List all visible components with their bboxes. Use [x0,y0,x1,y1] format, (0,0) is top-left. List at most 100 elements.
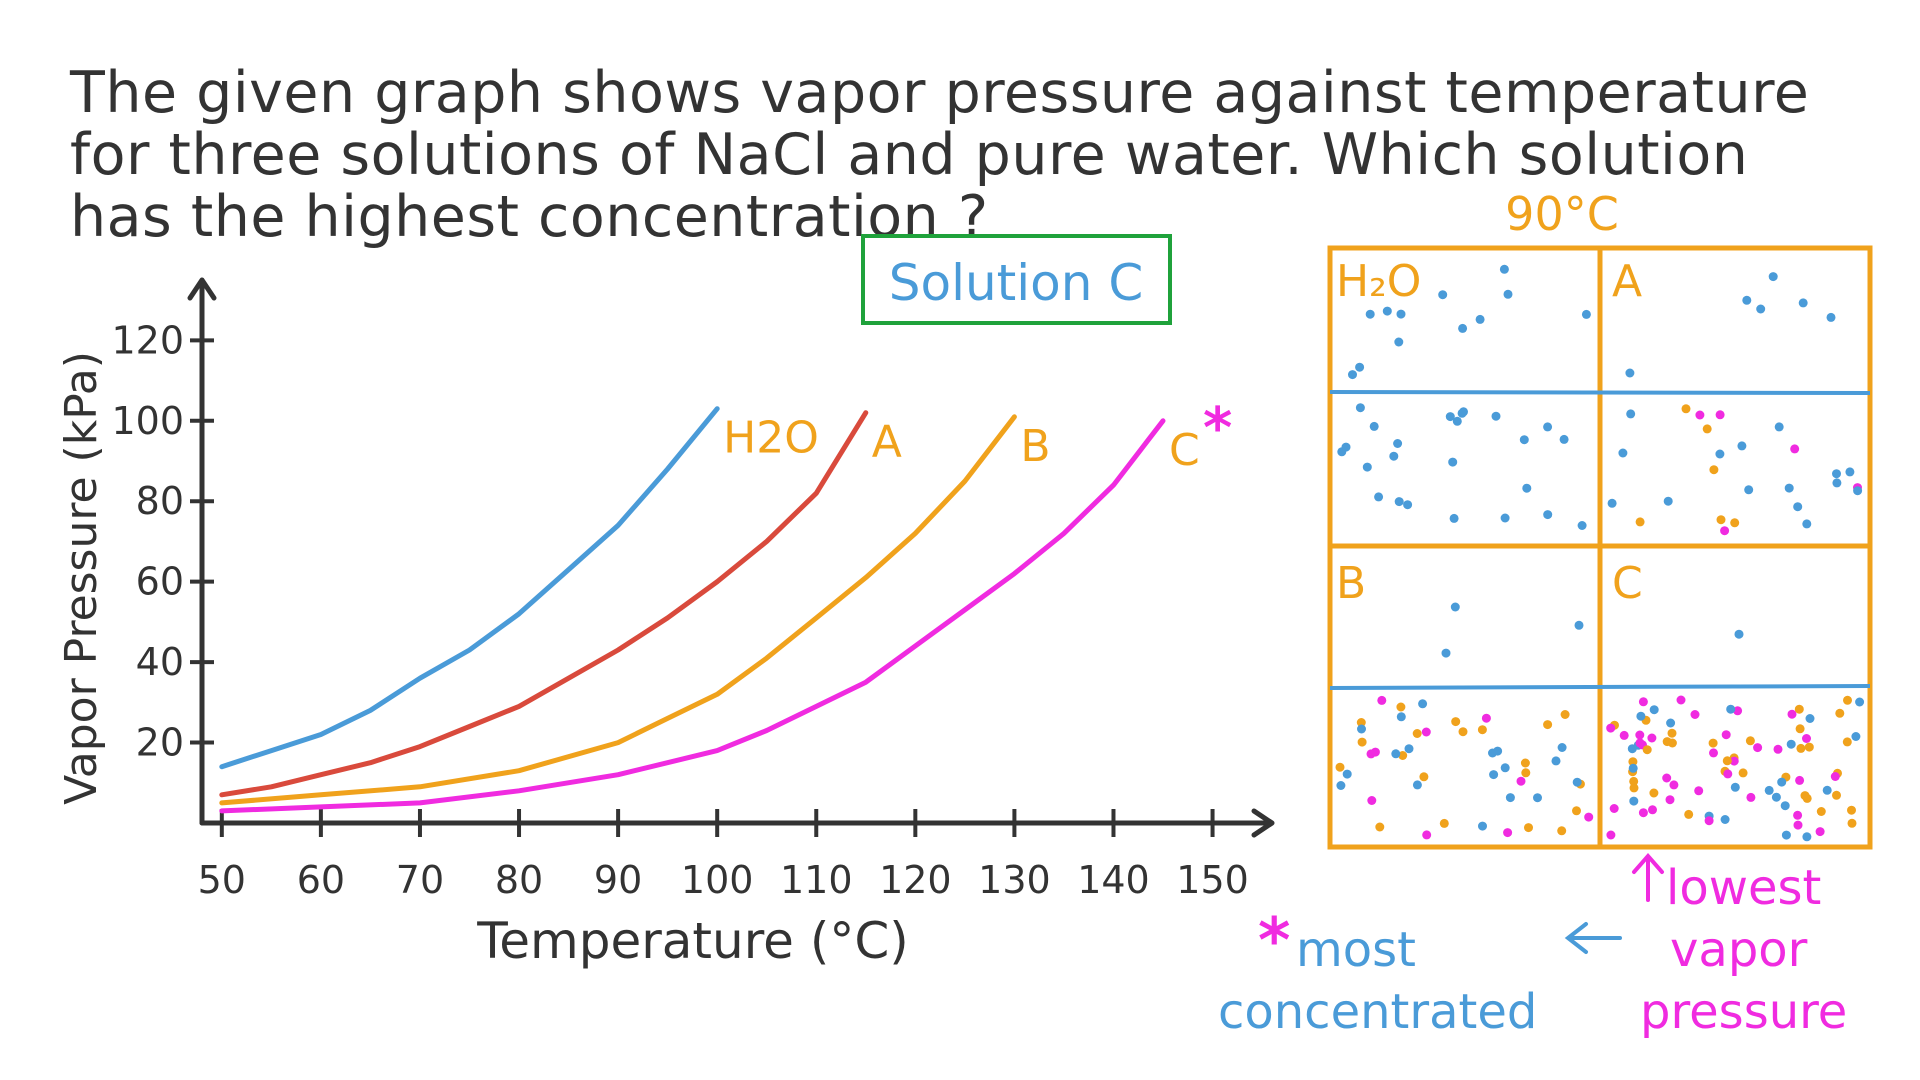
liquid-particle-c [1815,827,1825,837]
liquid-particle-a [1845,467,1855,477]
vapor-particle-h2o [1396,309,1406,319]
vapor-particle-h2o [1348,370,1357,380]
series-line-a [219,410,869,798]
liquid-particle-b [1357,724,1366,734]
left-arrow-icon [1564,922,1622,954]
liquid-particle-a [1607,498,1617,508]
liquid-particle-b [1439,818,1449,828]
vapor-particle-h2o [1503,289,1513,299]
liquid-particle-h2o [1369,421,1379,431]
liquid-particle-b [1551,756,1561,766]
liquid-particle-a [1790,444,1800,454]
liquid-particle-h2o [1522,483,1532,493]
annotation-lowest-line: vapor [1670,922,1808,978]
liquid-particle-b [1377,695,1387,705]
liquid-particle-b [1572,806,1581,816]
x-axis-label: Temperature (°C) [476,912,909,970]
vapor-pressure-chart: 50 60 70 80 90 100 110 120 130 140 150 20 40 60 80 100… [56,277,1275,970]
liquid-particle-a [1709,465,1719,475]
liquid-particle-c [1628,757,1638,767]
panel-label-2: B [1336,558,1366,609]
y-axis-label: Vapor Pressure (kPa) [56,351,107,805]
series-line-b [219,414,1017,806]
liquid-particle-b [1489,770,1499,780]
liquid-particle-c [1667,728,1677,738]
liquid-particle-c [1804,742,1814,752]
liquid-particle-c [1649,788,1659,798]
liquid-particle-b [1412,780,1422,790]
annotation-most-line: most [1296,922,1416,978]
liquid-particle-c [1802,793,1812,803]
liquid-particle-b [1500,763,1510,773]
x-tick-label: 140 [1077,858,1150,902]
y-tick-label: 80 [136,479,184,523]
liquid-particle-h2o [1519,435,1529,445]
vapor-particle-b [1574,620,1584,630]
vapor-particle-h2o [1438,290,1448,300]
liquid-particle-h2o [1445,412,1455,422]
liquid-particle-b [1370,747,1380,757]
series-label-b: B [1020,421,1050,472]
liquid-particle-b [1451,717,1461,727]
particle-diagram: 90°C H₂O A B C [1327,187,1873,850]
x-tick-label: 150 [1176,858,1249,902]
liquid-particle-b [1421,727,1431,737]
liquid-particle-b [1418,699,1428,709]
x-tick-label: 130 [978,858,1051,902]
liquid-particle-c [1649,705,1659,715]
liquid-particle-a [1681,404,1691,414]
annotation-lowest-line: pressure [1640,984,1847,1040]
liquid-particle-c [1777,777,1787,787]
liquid-particle-c [1723,769,1733,779]
y-axis-line [187,277,217,826]
liquid-particle-c [1805,714,1815,723]
y-tick-label: 40 [136,640,184,684]
panel-label-0: H₂O [1336,256,1421,307]
liquid-particle-c [1648,805,1657,815]
liquid-particle-h2o [1543,510,1553,520]
liquid-particle-c [1722,756,1732,766]
liquid-particle-b [1367,796,1377,805]
liquid-particle-c [1738,768,1748,778]
liquid-particle-c [1793,810,1803,820]
liquid-particle-b [1477,725,1487,735]
liquid-particle-c [1720,815,1730,824]
liquid-particle-b [1396,712,1406,722]
liquid-particle-a [1716,515,1726,525]
vapor-particle-h2o [1475,314,1485,324]
chart-axes [187,277,1275,838]
liquid-particle-c [1606,830,1616,840]
annotations: lowest vapor pressure * most concentrated [1218,852,1847,1040]
liquid-particle-c [1832,790,1841,800]
liquid-particle-c [1676,695,1686,705]
liquid-particle-c [1606,723,1616,733]
x-axis-line [199,808,1275,838]
x-tick-label: 80 [495,858,543,902]
panel-label-1: A [1612,256,1642,307]
liquid-particle-a [1784,483,1794,493]
liquid-particle-b [1560,710,1570,719]
vapor-particle-b [1441,648,1451,658]
up-arrow-icon [1632,852,1664,902]
vapor-particle-c [1734,629,1744,639]
liquid-particle-h2o [1457,408,1467,418]
vapor-particle-h2o [1581,309,1591,319]
x-tick-label: 90 [594,858,642,902]
liquid-particle-b [1520,758,1530,768]
liquid-particle-c [1793,820,1803,830]
vapor-particle-a [1625,368,1635,378]
liquid-particle-a [1832,478,1842,488]
liquid-particle-h2o [1394,497,1404,507]
vapor-particle-h2o [1458,323,1468,333]
liquid-particle-a [1832,469,1841,479]
liquid-particle-c [1847,818,1857,828]
vapor-particle-h2o [1499,264,1509,274]
vapor-particle-h2o [1382,306,1392,316]
liquid-particle-c [1647,733,1657,743]
liquid-particle-a [1737,441,1747,451]
y-tick-label: 60 [136,560,184,604]
vapor-particle-a [1798,298,1808,308]
liquid-particle-c [1795,775,1805,785]
vapor-particle-h2o [1394,337,1404,347]
liquid-particle-c [1730,782,1740,792]
